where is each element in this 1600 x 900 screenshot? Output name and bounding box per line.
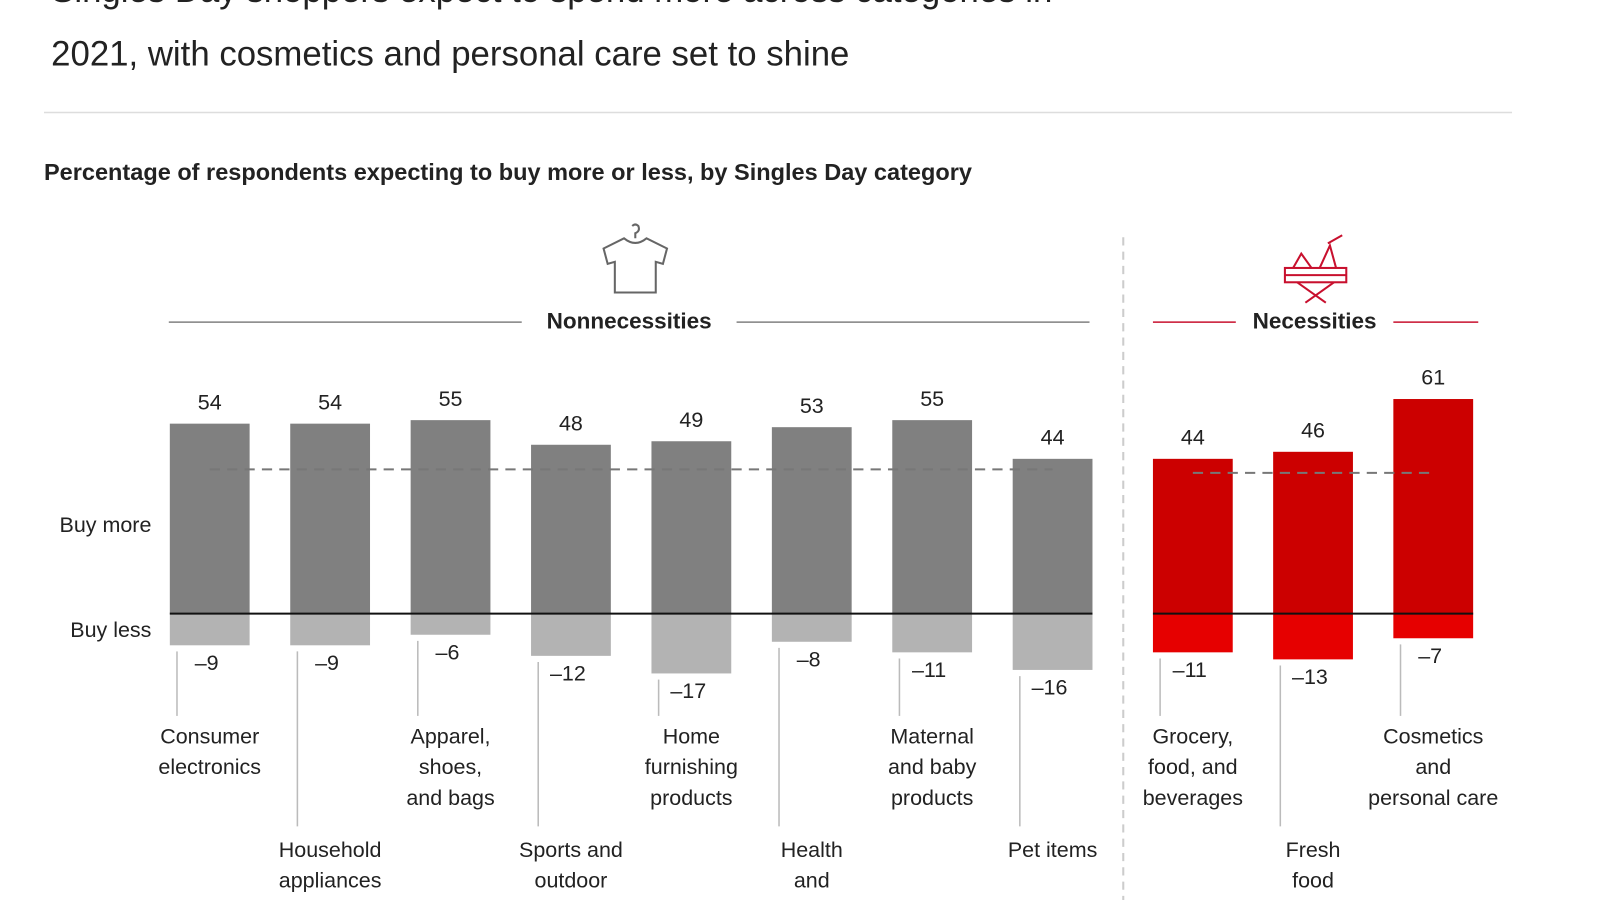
value-label: 55 xyxy=(439,387,463,411)
value-label: –17 xyxy=(670,679,706,703)
bar-less xyxy=(651,613,732,674)
value-label: –13 xyxy=(1292,665,1328,689)
bar-less xyxy=(1012,613,1093,670)
bar-more xyxy=(1273,451,1353,614)
bar-more xyxy=(169,423,250,614)
bar-more xyxy=(1012,458,1093,614)
category-label: Household appliances xyxy=(279,838,382,893)
bar-less xyxy=(169,613,250,646)
bar-less xyxy=(892,613,973,653)
bar-less xyxy=(1152,613,1233,653)
bar-more xyxy=(771,427,852,614)
category-label: Grocery, food, and beverages xyxy=(1143,725,1243,810)
category-label: Home furnishing products xyxy=(645,725,738,810)
bar-more xyxy=(892,420,973,614)
category-label: Consumer electronics xyxy=(158,725,261,780)
bar-more xyxy=(1152,458,1233,614)
bar-more xyxy=(290,423,371,614)
category-label: Fresh food xyxy=(1286,838,1341,893)
category-label: Healthandwellness xyxy=(770,838,853,900)
bar-more xyxy=(531,444,611,614)
shirt-icon xyxy=(602,223,669,294)
bar-less xyxy=(1393,613,1474,639)
bar-less xyxy=(771,613,852,642)
value-label: 53 xyxy=(800,394,824,418)
bar-more xyxy=(1393,399,1474,614)
bar-less xyxy=(1273,613,1353,660)
value-label: 44 xyxy=(1181,426,1205,450)
bar-less xyxy=(531,613,611,656)
series-label: Buy less xyxy=(70,618,151,642)
value-label: 49 xyxy=(679,408,703,432)
bar-more xyxy=(651,441,732,614)
value-label: –6 xyxy=(436,640,460,664)
category-label: Pet items xyxy=(1008,838,1097,862)
value-label: –8 xyxy=(797,647,821,671)
category-label: Maternal and baby products xyxy=(888,725,977,810)
value-label: –9 xyxy=(315,651,339,675)
group-label: Necessities xyxy=(1253,308,1377,333)
group-label: Nonnecessities xyxy=(547,308,712,333)
category-label: Apparel, shoes, and bags xyxy=(406,725,494,810)
value-label: –16 xyxy=(1032,675,1068,699)
value-label: –9 xyxy=(195,651,219,675)
bar-less xyxy=(290,613,371,646)
category-label: Cosmetics and personal care xyxy=(1368,725,1498,810)
value-label: 48 xyxy=(559,411,583,435)
value-label: 44 xyxy=(1041,426,1065,450)
chart-title: Singles Day shoppers expect to spend mor… xyxy=(51,0,1052,73)
value-label: 46 xyxy=(1301,418,1325,442)
value-label: –11 xyxy=(1173,658,1207,682)
value-label: 55 xyxy=(920,387,944,411)
category-label: Sports andoutdoorproducts xyxy=(519,838,623,900)
bar-less xyxy=(410,613,491,635)
value-label: 54 xyxy=(198,390,222,414)
value-label: –12 xyxy=(550,661,586,685)
value-label: 54 xyxy=(318,390,342,414)
value-label: 61 xyxy=(1421,366,1445,390)
bar-more xyxy=(410,420,491,614)
series-label: Buy more xyxy=(60,513,152,537)
basket-icon xyxy=(1283,234,1348,304)
value-label: –7 xyxy=(1418,644,1442,668)
value-label: –11 xyxy=(912,658,946,682)
chart-subtitle: Percentage of respondents expecting to b… xyxy=(44,159,972,185)
